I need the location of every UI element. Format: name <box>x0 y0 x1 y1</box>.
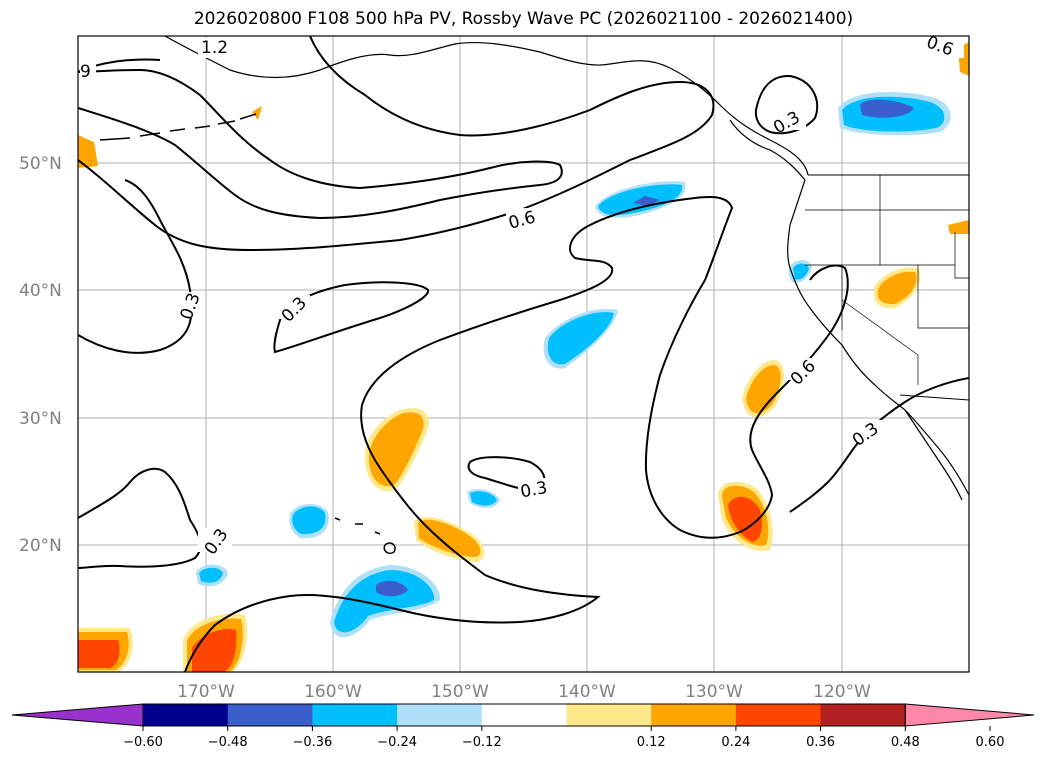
contour-06-upper <box>78 68 563 220</box>
colorbar-tick-label: −0.12 <box>462 735 502 750</box>
colorbar-cell <box>735 704 822 726</box>
colorbar-cell <box>820 704 906 726</box>
contour-wave <box>184 196 849 672</box>
colorbar-tick-label: −0.60 <box>123 735 163 750</box>
us-west-coast <box>787 224 969 496</box>
colorbar-cell <box>566 704 652 726</box>
pv-anomaly-fills <box>78 42 969 672</box>
contour-label-12: 1.2 <box>201 38 228 58</box>
colorbar-tick-label: 0.60 <box>976 735 1005 750</box>
colorbar-ticks: −0.60 −0.48 −0.36 −0.24 −0.12 0.12 0.24 0.36 0.4… <box>123 726 1004 750</box>
colorbar-tick-label: −0.48 <box>208 735 248 750</box>
colorbar-cell <box>481 704 567 726</box>
coastlines <box>99 36 969 555</box>
mexico-border <box>899 394 969 401</box>
contour-03-nw <box>754 74 819 135</box>
colorbar-cell <box>651 704 737 726</box>
contour-03-bottom-left <box>78 467 202 569</box>
baja-coast <box>904 409 963 501</box>
map-title: 2026020800 F108 500 hPa PV, Rossby Wave … <box>193 9 854 29</box>
colorbar: −0.60 −0.48 −0.36 −0.24 −0.12 0.12 0.24 0.36 0.4… <box>11 703 1035 750</box>
lat-label-20n: 20°N <box>19 536 62 556</box>
colorbar-cell <box>397 704 483 726</box>
lon-label-150w: 150°W <box>431 682 489 702</box>
colorbar-cells <box>11 703 1035 727</box>
colorbar-cell <box>312 704 398 726</box>
positive-anomaly-51n-left <box>78 135 98 168</box>
latitude-labels: 50°N 40°N 30°N 20°N <box>19 154 62 556</box>
lat-label-30n: 30°N <box>19 409 62 429</box>
lon-label-140w: 140°W <box>558 682 616 702</box>
contour-03-left <box>78 179 193 354</box>
hawaii-islands <box>334 517 396 555</box>
colorbar-extend-min <box>11 703 144 727</box>
bc-coast <box>729 119 806 226</box>
contour-label-03-small: 0.3 <box>519 478 549 502</box>
positive-anomaly-44n-right <box>948 220 969 234</box>
state-borders <box>805 175 969 385</box>
colorbar-cell <box>227 704 313 726</box>
lat-label-50n: 50°N <box>19 154 62 174</box>
contour-06-mid <box>78 36 715 252</box>
colorbar-tick-label: 0.24 <box>721 735 750 750</box>
colorbar-tick-label: 0.36 <box>806 735 835 750</box>
lon-label-160w: 160°W <box>304 682 362 702</box>
map-frame <box>77 35 970 673</box>
alaska-coast <box>164 36 809 176</box>
contour-label-bg <box>198 38 236 58</box>
lon-label-170w: 170°W <box>177 682 235 702</box>
colorbar-tick-label: −0.24 <box>377 735 417 750</box>
lon-label-120w: 120°W <box>813 682 871 702</box>
lon-label-130w: 130°W <box>685 682 743 702</box>
colorbar-tick-label: 0.12 <box>637 735 666 750</box>
contour-03-loop1 <box>273 281 430 354</box>
longitude-labels: 170°W 160°W 150°W 140°W 130°W 120°W <box>177 682 871 702</box>
colorbar-cell <box>143 704 229 726</box>
colorbar-tick-label: 0.48 <box>891 735 920 750</box>
aleutian-islands <box>99 113 257 141</box>
colorbar-outline <box>142 703 906 727</box>
colorbar-extend-max <box>904 703 1035 727</box>
positive-anomaly-alaska <box>252 106 262 120</box>
lat-label-40n: 40°N <box>19 281 62 301</box>
contour-labels: 1.2 0.6 9 0.6 0.3 0.3 0.3 0.3 0.6 0.3 0.… <box>80 32 964 559</box>
contour-label-9: 9 <box>80 62 91 82</box>
colorbar-tick-label: −0.36 <box>292 735 332 750</box>
